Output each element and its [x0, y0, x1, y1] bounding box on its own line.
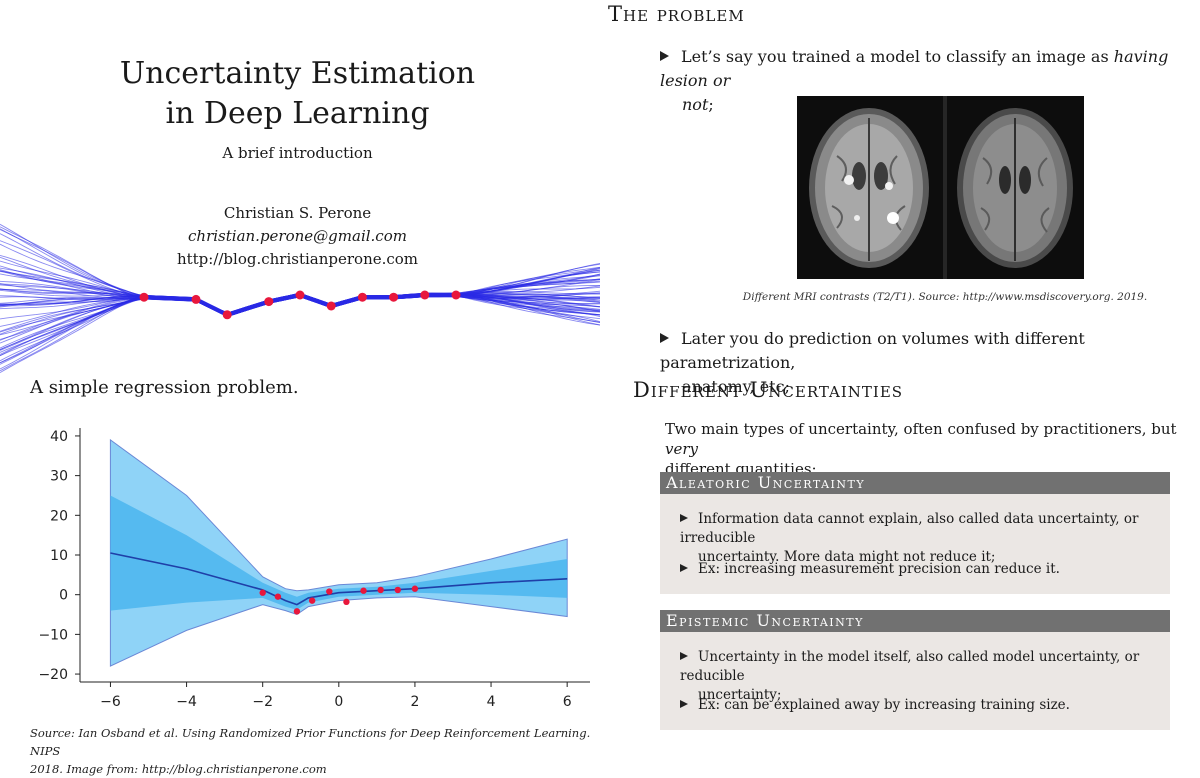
y-tick-label: 30	[50, 469, 68, 485]
bullet-triangle-icon	[680, 514, 688, 522]
band-data-point	[326, 588, 333, 595]
y-tick-label: 20	[50, 508, 68, 524]
ensemble-data-point	[420, 290, 430, 300]
source-line-2: 2018. Image from: http://blog.christianp…	[30, 762, 327, 776]
x-tick-label: −6	[100, 694, 121, 710]
bullet-triangle-icon	[680, 652, 688, 660]
uncertainties-intro: Two main types of uncertainty, often con…	[665, 420, 1177, 478]
outer-uncertainty-band	[109, 438, 568, 667]
band-data-point	[343, 598, 350, 606]
ensemble-regression-plot	[0, 223, 600, 373]
source-line-1: Source: Ian Osband et al. Using Randomiz…	[30, 726, 591, 758]
aleatoric-box: Aleatoric Uncertainty Information data c…	[660, 472, 1170, 594]
x-tick-label: 4	[487, 694, 496, 710]
ensemble-data-point	[451, 290, 461, 300]
band-data-point	[308, 597, 316, 604]
band-data-point	[259, 589, 266, 596]
subtitle: A brief introduction	[222, 144, 373, 162]
x-tick-label: −4	[176, 694, 197, 710]
aleatoric-title: Aleatoric Uncertainty	[660, 472, 1170, 494]
x-tick-label: 0	[334, 694, 343, 710]
y-tick-label: 0	[59, 588, 68, 604]
x-tick-label: −2	[252, 694, 273, 710]
band-data-point	[360, 587, 367, 594]
ensemble-data-point	[191, 294, 201, 304]
band-data-point	[293, 608, 301, 615]
title-line-2: in Deep Learning	[165, 96, 430, 131]
author-website: http://blog.christianperone.com	[176, 250, 419, 268]
aleatoric-item-2: Ex: increasing measurement precision can…	[680, 560, 1150, 579]
uncertainties-heading: Different Uncertainties	[633, 378, 904, 402]
epistemic-box: Epistemic Uncertainty Uncertainty in the…	[660, 610, 1170, 730]
epistemic-item-2: Ex: can be explained away by increasing …	[680, 696, 1150, 715]
band-data-point	[377, 586, 384, 594]
bullet-triangle-icon	[660, 51, 669, 61]
bullet-triangle-icon	[660, 333, 669, 343]
ensemble-data-point	[389, 292, 399, 302]
bullet-trained-model: Let’s say you trained a model to classif…	[660, 47, 1169, 114]
x-tick-label: 2	[410, 694, 419, 710]
bullet-later-prediction: Later you do prediction on volumes with …	[660, 329, 1085, 396]
ensemble-data-points	[139, 290, 461, 320]
regression-caption: A simple regression problem.	[30, 377, 299, 398]
inner-uncertainty-band	[110, 495, 568, 611]
epistemic-item-1: Uncertainty in the model itself, also ca…	[680, 649, 1140, 703]
ensemble-data-point	[222, 310, 232, 320]
ensemble-data-point	[264, 297, 274, 307]
problem-heading: The problem	[608, 2, 745, 26]
mri-caption: Different MRI contrasts (T2/T1). Source:…	[742, 291, 1148, 303]
y-tick-label: −10	[40, 627, 68, 643]
epistemic-title: Epistemic Uncertainty	[660, 610, 1170, 632]
band-data-point	[411, 585, 419, 592]
x-tick-label: 6	[563, 694, 572, 710]
y-tick-label: 10	[50, 548, 68, 564]
mean-prediction-line	[110, 552, 568, 606]
bullet-triangle-icon	[680, 564, 688, 572]
ensemble-data-point	[357, 292, 367, 302]
author-email: christian.perone@gmail.com	[188, 227, 407, 245]
title-line-1: Uncertainty Estimation	[119, 56, 476, 91]
bullet-triangle-icon	[680, 700, 688, 708]
y-tick-label: 40	[50, 429, 68, 445]
y-tick-label: −20	[40, 667, 68, 683]
ensemble-line	[0, 295, 600, 349]
aleatoric-item-1: Information data cannot explain, also ca…	[680, 511, 1139, 565]
band-data-point	[274, 593, 282, 600]
source-note: Source: Ian Osband et al. Using Randomiz…	[30, 724, 620, 778]
mri-image	[797, 96, 1084, 279]
ensemble-data-point	[139, 292, 149, 302]
ensemble-data-point	[326, 301, 336, 311]
author-name: Christian S. Perone	[223, 204, 372, 222]
band-data-point	[394, 586, 401, 594]
ensemble-data-point	[295, 290, 305, 300]
